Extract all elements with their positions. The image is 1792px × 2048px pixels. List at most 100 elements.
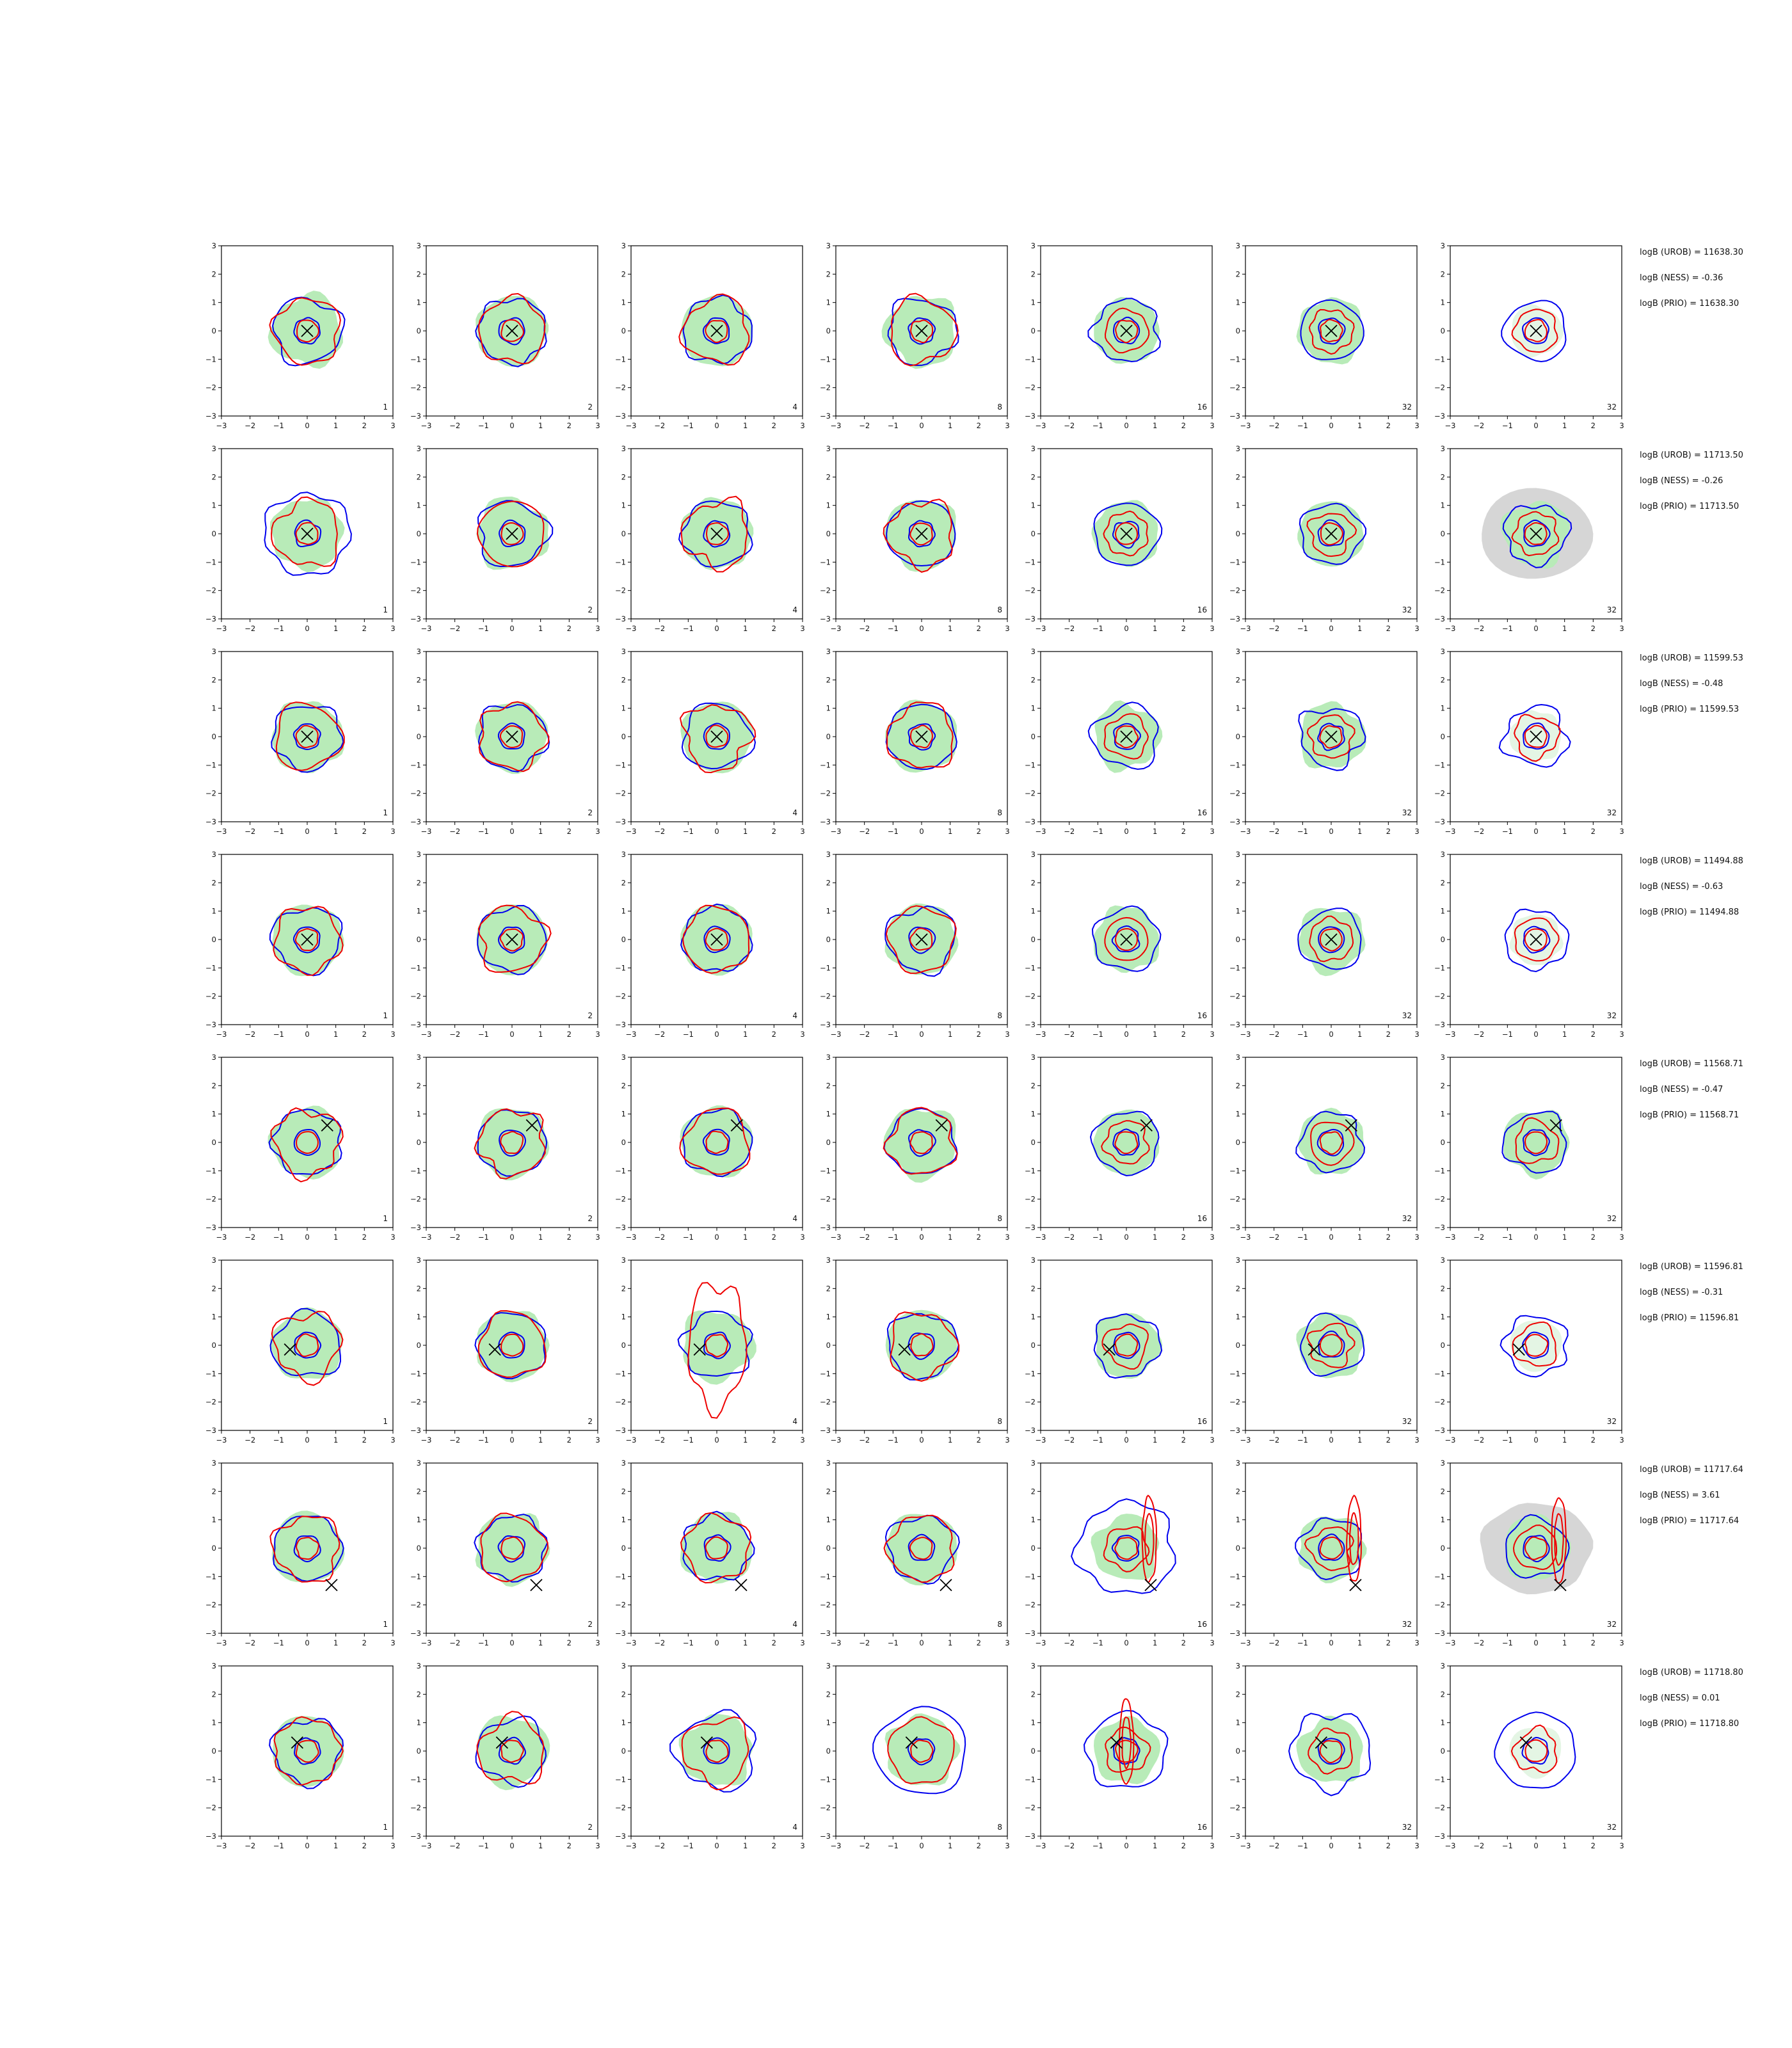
panel-corner-label: 1	[383, 1417, 388, 1426]
blue-contour-outer	[269, 907, 343, 977]
y-tick-label: −1	[820, 1572, 831, 1581]
y-tick-label: −1	[1025, 355, 1036, 364]
truth-marker	[1315, 1736, 1328, 1749]
x-tick-label: −3	[421, 1030, 432, 1039]
blue-contour-inner	[1522, 1129, 1550, 1156]
red-contour-outer	[1306, 513, 1357, 557]
x-tick-label: 2	[1386, 827, 1391, 836]
red-contour-outer	[480, 1512, 549, 1583]
red-contour-inner	[499, 725, 524, 748]
x-tick-label: −1	[1297, 624, 1308, 633]
y-tick-label: 1	[1236, 298, 1240, 307]
x-tick-label: 1	[1562, 827, 1567, 836]
y-tick-label: 2	[826, 269, 831, 278]
y-tick-label: 0	[1441, 326, 1445, 335]
blue-contour-outer	[1501, 300, 1567, 363]
y-tick-label: 1	[826, 907, 831, 916]
x-tick-label: −1	[683, 1233, 694, 1242]
x-tick-label: 0	[1329, 1436, 1333, 1444]
y-tick-label: −3	[1025, 1832, 1036, 1841]
x-tick-label: 2	[1386, 624, 1391, 633]
blue-contour-outer	[477, 704, 550, 772]
panel-corner-label: 4	[792, 808, 797, 817]
blue-contour-inner	[498, 519, 526, 548]
x-tick-label: 0	[919, 1030, 924, 1039]
contour-panel-r2-c5: −3−3 −2 −2 −1 −1 0 0 1 1 2 2 3 3 16	[1025, 444, 1215, 633]
y-tick-label: −1	[205, 963, 216, 972]
y-tick-label: −2	[820, 383, 831, 392]
x-tick-label: 3	[1210, 827, 1214, 836]
panel-corner-label: 16	[1197, 1417, 1207, 1426]
y-tick-label: −3	[410, 1020, 421, 1029]
x-tick-label: −3	[421, 1233, 432, 1242]
contour-panel-r4-c2: −3−3 −2 −2 −1 −1 0 0 1 1 2 2 3 3 2	[410, 850, 600, 1039]
blue-contour-outer	[887, 298, 959, 366]
y-tick-label: 3	[1441, 1459, 1445, 1468]
y-tick-label: 0	[1031, 732, 1036, 741]
y-tick-label: 1	[621, 1718, 626, 1727]
x-tick-label: 1	[333, 827, 338, 836]
y-tick-label: 0	[621, 529, 626, 538]
y-tick-label: −1	[615, 1369, 626, 1378]
x-tick-label: 3	[1210, 624, 1214, 633]
x-tick-label: 0	[1124, 1638, 1128, 1647]
x-tick-label: −2	[1064, 1841, 1075, 1850]
y-tick-label: 0	[826, 1747, 831, 1756]
x-tick-label: −2	[1473, 1638, 1484, 1647]
contour-panel-r6-c5: −3−3 −2 −2 −1 −1 0 0 1 1 2 2 3 3 16	[1025, 1256, 1215, 1444]
y-tick-label: −2	[1025, 789, 1036, 798]
y-tick-label: −1	[410, 1369, 421, 1378]
x-tick-label: 2	[1591, 1030, 1596, 1039]
green-density-fill	[1091, 1514, 1160, 1580]
x-tick-label: 2	[1386, 1638, 1391, 1647]
panel-corner-label: 32	[1402, 1823, 1412, 1832]
x-tick-label: 0	[305, 1233, 309, 1242]
y-tick-label: −2	[615, 586, 626, 595]
blue-contour-outer	[1087, 701, 1159, 770]
y-tick-label: −1	[820, 355, 831, 364]
y-tick-label: −1	[1229, 355, 1240, 364]
y-tick-label: 0	[621, 732, 626, 741]
x-tick-label: 0	[1124, 827, 1128, 836]
y-tick-label: 3	[417, 1459, 421, 1468]
y-tick-label: −2	[410, 1195, 421, 1204]
y-tick-label: 0	[621, 1341, 626, 1350]
y-tick-label: 2	[621, 675, 626, 684]
truth-marker	[1345, 1119, 1357, 1132]
y-tick-label: 3	[826, 444, 831, 453]
x-tick-label: 2	[567, 421, 572, 430]
blue-contour-outer	[886, 500, 956, 567]
red-contour-outer	[1514, 714, 1561, 762]
y-tick-label: −1	[205, 1166, 216, 1175]
contour-panel-r5-c2: −3−3 −2 −2 −1 −1 0 0 1 1 2 2 3 3 2	[410, 1053, 600, 1242]
x-tick-label: −2	[654, 421, 665, 430]
y-tick-label: 3	[212, 1661, 216, 1670]
y-tick-label: 1	[212, 501, 216, 510]
y-tick-label: 0	[621, 1747, 626, 1756]
x-tick-label: 1	[538, 1436, 543, 1444]
x-tick-label: 1	[743, 1436, 748, 1444]
panel-corner-label: 16	[1197, 1620, 1207, 1629]
red-contour-outer	[887, 1716, 955, 1784]
y-tick-label: −1	[615, 760, 626, 769]
red-contour-inner	[1319, 1334, 1343, 1357]
y-tick-label: 3	[826, 1053, 831, 1062]
red-contour-inner	[500, 1131, 524, 1155]
x-tick-label: 3	[390, 827, 395, 836]
y-tick-label: 3	[1441, 1053, 1445, 1062]
blue-contour-inner	[1112, 520, 1140, 549]
blue-contour-inner	[702, 317, 730, 344]
y-tick-label: 0	[212, 1138, 216, 1147]
y-tick-label: −2	[1434, 789, 1445, 798]
blue-contour-outer	[1297, 908, 1362, 970]
x-tick-label: 0	[919, 1841, 924, 1850]
y-tick-label: −2	[1229, 789, 1240, 798]
x-tick-label: 2	[1386, 421, 1391, 430]
x-tick-label: −2	[654, 1841, 665, 1850]
red-contour-outer	[474, 1108, 546, 1180]
x-tick-label: 1	[1357, 421, 1362, 430]
y-tick-label: 0	[1236, 1341, 1240, 1350]
contour-panel-r3-c1: −3−3 −2 −2 −1 −1 0 0 1 1 2 2 3 3 1	[205, 647, 396, 836]
